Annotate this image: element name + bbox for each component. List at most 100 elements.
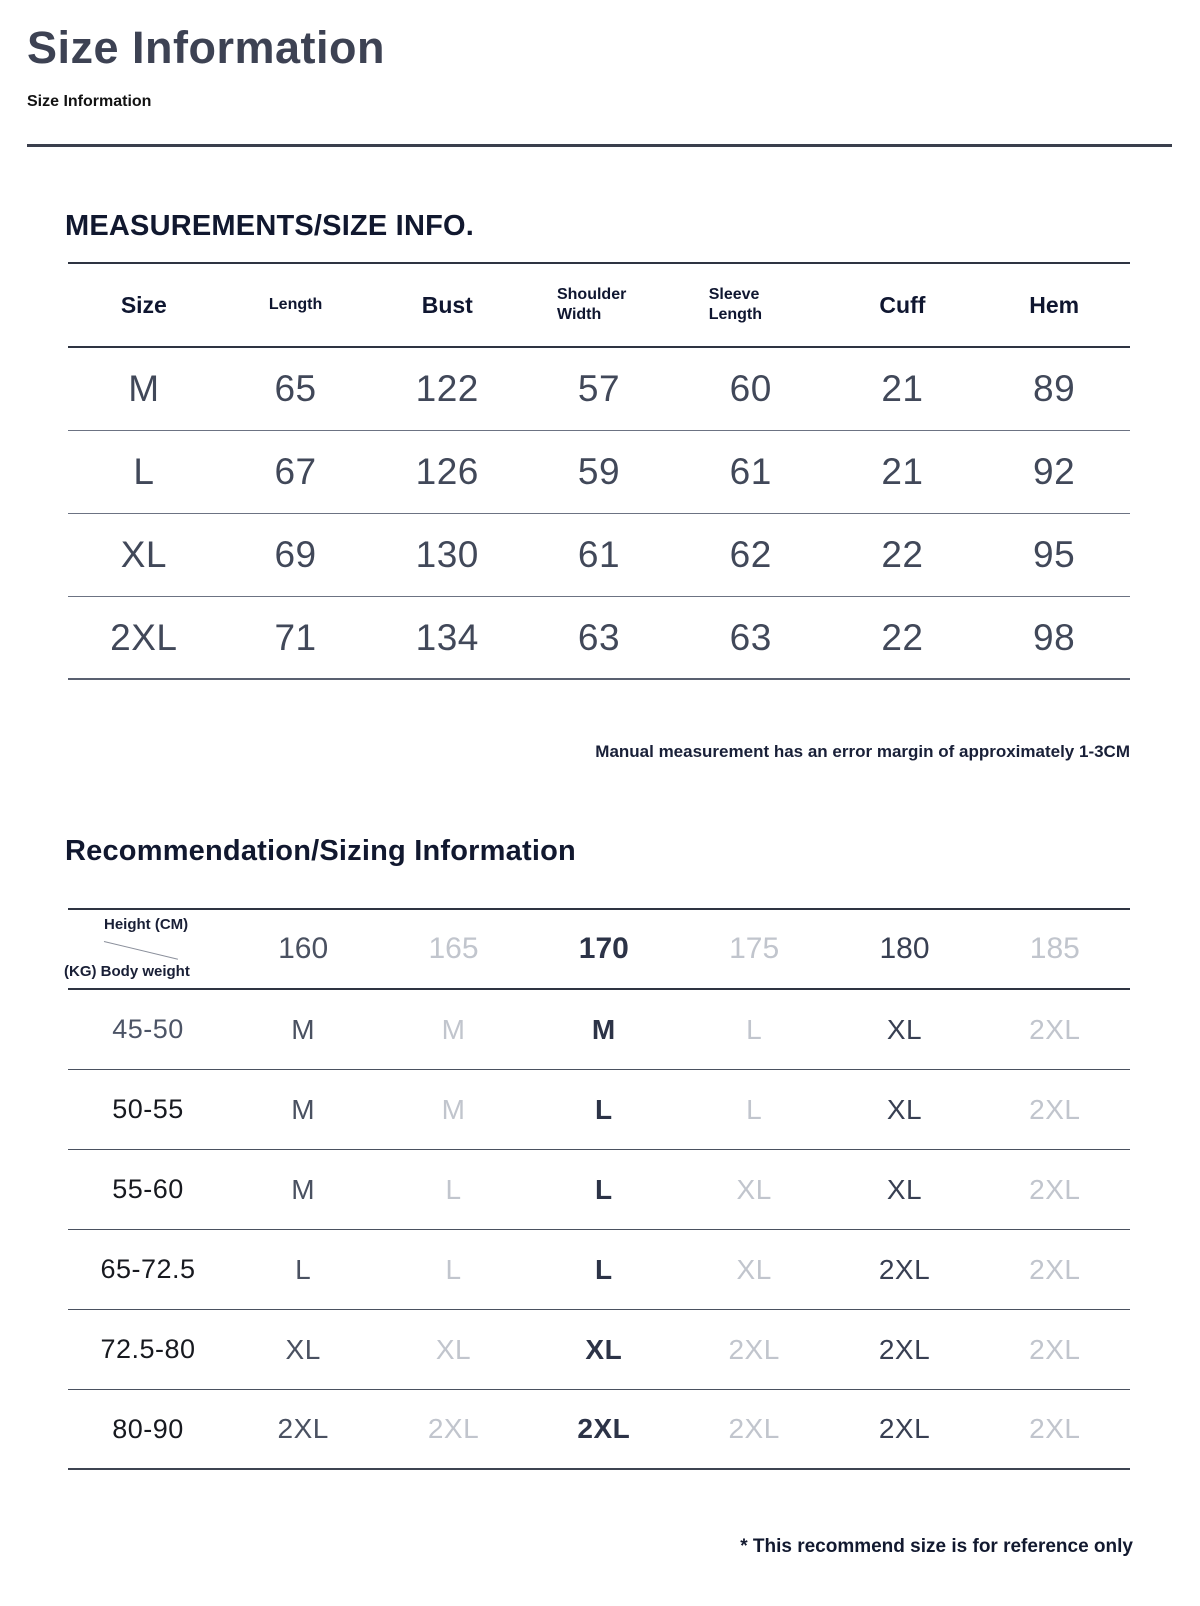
sleeve-length-cell: 61 (729, 451, 772, 492)
axis-corner-cell: Height (CM) (KG) Body weight (64, 910, 228, 988)
weight-axis-label: (KG) Body weight (64, 963, 190, 980)
bust-cell: 134 (415, 616, 479, 658)
shoulder-width-cell: 57 (577, 368, 621, 409)
bust-cell: 122 (415, 368, 479, 409)
bust-cell: 126 (415, 451, 479, 492)
column-header-bust-label: Bust (421, 291, 473, 318)
column-header-hem-label: Hem (1029, 291, 1080, 318)
recommended-size-cell: M (291, 1093, 316, 1125)
recommended-size-cell: XL (886, 1013, 923, 1045)
table-row: 50-55 M M L L XL 2XL (68, 1070, 1130, 1150)
recommended-size-cell: M (291, 1013, 316, 1045)
cuff-cell: 22 (881, 534, 924, 575)
shoulder-width-cell: 61 (577, 534, 621, 575)
recommendation-table-body: 45-50 M M M L XL 2XL 50-55 M M L L XL 2X… (68, 990, 1130, 1470)
cuff-cell: 21 (881, 451, 924, 492)
column-header-size: Size (68, 292, 220, 319)
cuff-cell: 22 (881, 616, 924, 658)
size-cell: 2XL (110, 616, 178, 658)
recommended-size-cell: 2XL (728, 1413, 780, 1444)
sleeve-length-cell: 62 (729, 534, 772, 575)
recommended-size-cell: 2XL (1029, 1413, 1081, 1444)
size-cell: L (133, 451, 155, 492)
recommended-size-cell: M (441, 1093, 466, 1125)
length-cell: 69 (274, 534, 317, 575)
measurements-header-row: Size Length Bust Shoulder Width Sleeve L… (68, 262, 1130, 348)
recommended-size-cell: L (595, 1253, 613, 1285)
recommended-size-cell: 2XL (878, 1333, 931, 1365)
length-cell: 67 (274, 451, 317, 492)
recommended-size-cell: XL (736, 1173, 772, 1205)
table-row: 80-90 2XL 2XL 2XL 2XL 2XL 2XL (68, 1390, 1130, 1470)
table-row: L 67 126 59 61 21 92 (68, 431, 1130, 514)
height-column-header: 170 (578, 932, 629, 965)
recommended-size-cell: 2XL (427, 1413, 480, 1444)
recommended-size-cell: XL (285, 1333, 321, 1365)
table-row: XL 69 130 61 62 22 95 (68, 514, 1130, 597)
page-title: Size Information (27, 22, 386, 73)
table-row: 2XL 71 134 63 63 22 98 (68, 597, 1130, 680)
weight-range-label: 72.5-80 (100, 1334, 196, 1364)
recommended-size-cell: L (445, 1253, 462, 1285)
column-header-shoulder-width: Shoulder Width (523, 285, 675, 325)
table-row: 72.5-80 XL XL XL 2XL 2XL 2XL (68, 1310, 1130, 1390)
weight-range-label: 65-72.5 (100, 1254, 196, 1284)
column-header-shoulder-width-label: Shoulder Width (556, 286, 627, 323)
page-subtitle: Size Information (27, 93, 152, 110)
length-cell: 71 (274, 616, 317, 658)
cuff-cell: 21 (881, 368, 924, 409)
recommended-size-cell: 2XL (1029, 1333, 1081, 1365)
weight-range-label: 80-90 (112, 1413, 184, 1444)
table-row: 65-72.5 L L L XL 2XL 2XL (68, 1230, 1130, 1310)
height-axis-label: Height (CM) (104, 916, 189, 933)
sleeve-length-cell: 63 (729, 616, 772, 658)
weight-range-label: 45-50 (112, 1014, 184, 1044)
recommended-size-cell: 2XL (1029, 1093, 1081, 1125)
recommended-size-cell: L (595, 1093, 613, 1125)
recommendation-heading: Recommendation/Sizing Information (65, 835, 576, 867)
column-header-sleeve-length-label: Sleeve Length (708, 286, 763, 323)
hem-cell: 95 (1033, 534, 1076, 575)
hem-cell: 92 (1033, 451, 1076, 492)
height-column-header: 165 (428, 932, 479, 965)
length-cell: 65 (274, 368, 317, 409)
recommendation-table: Height (CM) (KG) Body weight 160 165 170… (64, 908, 1130, 1470)
recommended-size-cell: XL (886, 1093, 923, 1125)
measurement-error-note: Manual measurement has an error margin o… (595, 742, 1130, 761)
recommended-size-cell: XL (435, 1333, 472, 1365)
measurements-heading: MEASUREMENTS/SIZE INFO. (65, 210, 475, 242)
top-divider (27, 144, 1172, 147)
sleeve-length-cell: 60 (729, 368, 772, 409)
weight-range-label: 55-60 (112, 1174, 184, 1204)
recommended-size-cell: 2XL (277, 1413, 329, 1444)
recommended-size-cell: XL (585, 1333, 623, 1365)
recommended-size-cell: M (291, 1173, 316, 1205)
recommended-size-cell: L (746, 1013, 763, 1045)
recommended-size-cell: 2XL (1029, 1173, 1081, 1205)
recommended-size-cell: 2XL (728, 1333, 780, 1365)
recommended-size-cell: 2XL (1029, 1013, 1081, 1045)
shoulder-width-cell: 63 (577, 616, 621, 658)
column-header-length: Length (220, 296, 372, 314)
column-header-hem: Hem (978, 292, 1130, 319)
recommended-size-cell: M (591, 1013, 616, 1045)
height-column-header: 185 (1029, 932, 1080, 965)
measurements-table: Size Length Bust Shoulder Width Sleeve L… (68, 262, 1130, 680)
column-header-length-label: Length (268, 296, 323, 313)
hem-cell: 89 (1033, 368, 1076, 409)
shoulder-width-cell: 59 (577, 451, 621, 492)
table-row: M 65 122 57 60 21 89 (68, 348, 1130, 431)
recommended-size-cell: L (746, 1093, 763, 1125)
size-cell: XL (120, 534, 167, 575)
bust-cell: 130 (415, 534, 479, 575)
recommended-size-cell: XL (736, 1253, 772, 1285)
recommended-size-cell: XL (886, 1173, 923, 1205)
recommended-size-cell: 2XL (878, 1413, 931, 1444)
recommended-size-cell: 2XL (577, 1413, 631, 1444)
column-header-cuff-label: Cuff (879, 291, 926, 318)
axis-diagonal-line (103, 941, 179, 960)
table-row: 45-50 M M M L XL 2XL (68, 990, 1130, 1070)
column-header-cuff: Cuff (827, 292, 979, 319)
height-column-header: 175 (729, 932, 780, 965)
reference-only-note: * This recommend size is for reference o… (740, 1536, 1133, 1557)
